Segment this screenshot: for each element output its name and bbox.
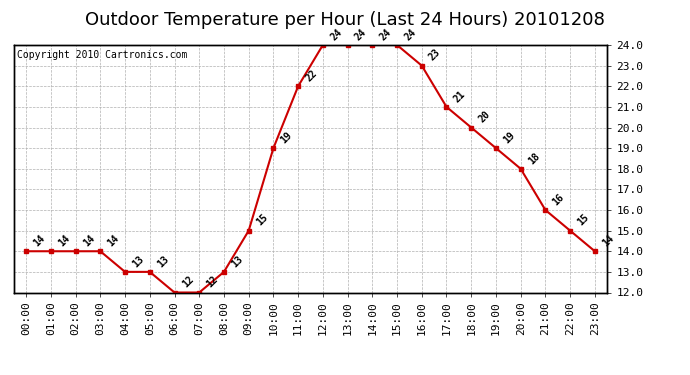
Text: 18: 18 xyxy=(526,151,542,166)
Text: 22: 22 xyxy=(304,68,319,84)
Text: 14: 14 xyxy=(32,233,47,249)
Text: Outdoor Temperature per Hour (Last 24 Hours) 20101208: Outdoor Temperature per Hour (Last 24 Ho… xyxy=(85,11,605,29)
Text: 19: 19 xyxy=(279,130,295,146)
Text: 13: 13 xyxy=(155,254,170,269)
Text: 15: 15 xyxy=(575,213,591,228)
Text: 12: 12 xyxy=(205,274,220,290)
Text: 14: 14 xyxy=(106,233,121,249)
Text: 14: 14 xyxy=(81,233,97,249)
Text: Copyright 2010 Cartronics.com: Copyright 2010 Cartronics.com xyxy=(17,50,187,60)
Text: 16: 16 xyxy=(551,192,566,207)
Text: 19: 19 xyxy=(502,130,517,146)
Text: 24: 24 xyxy=(378,27,393,42)
Text: 14: 14 xyxy=(600,233,615,249)
Text: 24: 24 xyxy=(353,27,368,42)
Text: 20: 20 xyxy=(477,110,492,125)
Text: 23: 23 xyxy=(427,48,443,63)
Text: 12: 12 xyxy=(180,274,195,290)
Text: 13: 13 xyxy=(230,254,245,269)
Text: 13: 13 xyxy=(130,254,146,269)
Text: 21: 21 xyxy=(452,89,467,104)
Text: 15: 15 xyxy=(254,213,270,228)
Text: 24: 24 xyxy=(402,27,418,42)
Text: 24: 24 xyxy=(328,27,344,42)
Text: 14: 14 xyxy=(57,233,72,249)
